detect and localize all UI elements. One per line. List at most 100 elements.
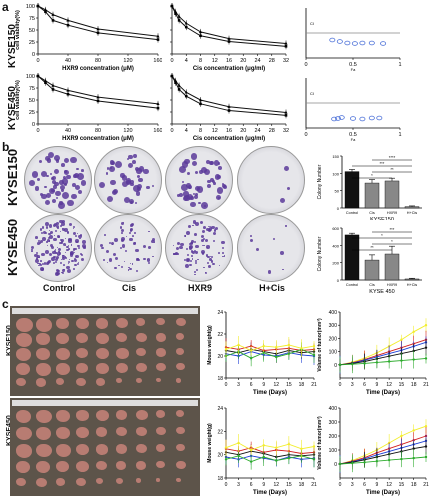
data-point: [424, 455, 428, 459]
colony-spot: [151, 184, 155, 188]
ci-point: [331, 116, 338, 122]
colony-spot: [185, 231, 190, 235]
colony-spot: [207, 255, 210, 259]
colony-spot: [46, 192, 52, 198]
colony-dish: [237, 214, 305, 282]
colony-spot: [211, 225, 215, 230]
significance-label: ****: [389, 155, 396, 160]
colony-spot: [191, 160, 198, 167]
tumor-specimen: [56, 318, 69, 329]
colony-spot: [109, 166, 115, 172]
colony-spot: [112, 243, 114, 246]
colony-spot: [203, 226, 207, 230]
colony-spot: [195, 251, 198, 254]
colony-spot: [134, 232, 137, 235]
colony-spot: [81, 253, 84, 256]
tumor-specimen: [116, 318, 128, 328]
colony-spot: [50, 245, 54, 249]
colony-spot: [62, 257, 65, 260]
colony-spot: [187, 259, 189, 261]
bar-control: [344, 234, 360, 281]
colony-spot: [175, 252, 177, 255]
y-tick-label: 0: [337, 206, 340, 211]
colony-spot: [41, 193, 47, 200]
tumor-specimen: [96, 348, 109, 360]
colony-spot: [109, 166, 113, 169]
x-tick-label: 12: [274, 382, 280, 388]
colony-spot: [109, 160, 115, 165]
colony-spot: [120, 265, 123, 268]
data-point: [51, 88, 55, 91]
colony-spot: [208, 225, 210, 227]
colony-spot: [249, 239, 253, 243]
tumor-specimen: [136, 318, 146, 326]
x-tick-label: 12: [386, 482, 392, 488]
colony-spot: [56, 256, 60, 260]
data-point: [66, 23, 70, 27]
colony-spot: [46, 158, 52, 164]
colony-spot: [37, 239, 40, 243]
colony-spot: [38, 262, 41, 264]
colony-spot: [191, 240, 195, 243]
x-tick-label: HXR9: [387, 211, 397, 215]
colony-spot: [192, 220, 197, 224]
series-line-yellow: [225, 442, 315, 451]
colony-spot: [119, 226, 123, 229]
data-point: [66, 18, 70, 22]
x-tick-label: 0: [170, 58, 173, 64]
colony-spot: [63, 268, 65, 271]
colony-spot: [64, 255, 67, 258]
colony-spot: [73, 258, 76, 261]
colony-spot: [53, 168, 60, 175]
x-axis-label: Time (Days): [366, 390, 400, 396]
colony-spot: [196, 185, 204, 193]
colony-spot: [213, 229, 216, 232]
colony-spot: [184, 159, 190, 165]
colony-spot: [45, 226, 49, 229]
colony-spot: [47, 238, 51, 242]
colony-spot: [143, 257, 146, 261]
y-tick-label: 0: [334, 462, 337, 468]
ruler: [12, 400, 198, 406]
data-point: [199, 102, 202, 106]
x-tick-label: 18: [411, 482, 417, 488]
colony-spot: [68, 222, 73, 227]
colony-spot: [200, 221, 204, 225]
tumor-specimen: [76, 461, 90, 473]
colony-spot: [65, 245, 67, 247]
colony-spot: [74, 247, 77, 251]
x-tick-label: 8: [199, 58, 202, 64]
tumor-specimen: [96, 363, 109, 374]
colony-spot: [183, 191, 189, 197]
colony-spot: [191, 242, 193, 244]
data-point: [312, 353, 316, 357]
colony-spot: [30, 246, 34, 250]
data-point: [96, 31, 100, 35]
tumor-specimen: [176, 478, 181, 482]
colony-spot: [186, 183, 192, 188]
colony-spot: [59, 224, 63, 228]
colony-spot: [189, 259, 192, 262]
colony-spot: [82, 245, 86, 249]
colony-spot: [113, 238, 118, 242]
colony-spot: [49, 253, 53, 257]
colony-spot: [206, 262, 209, 265]
data-point: [338, 363, 342, 366]
colony-spot: [63, 243, 67, 247]
data-point: [351, 362, 354, 366]
bar-control: [344, 171, 360, 209]
data-point: [44, 81, 47, 85]
tumor-specimen: [136, 333, 147, 343]
colony-spot: [42, 230, 47, 235]
tumor-specimen: [96, 444, 109, 455]
colony-spot: [82, 240, 87, 245]
tumor-specimen: [176, 333, 185, 340]
colony-spot: [35, 257, 39, 261]
colony-spot: [73, 252, 75, 254]
x-tick-label: Cis: [369, 211, 375, 215]
colony-spot: [125, 235, 128, 238]
x-tick-label: HXR9: [387, 283, 397, 287]
data-point: [400, 434, 403, 438]
y-axis-label: cell viability(%): [15, 80, 21, 120]
